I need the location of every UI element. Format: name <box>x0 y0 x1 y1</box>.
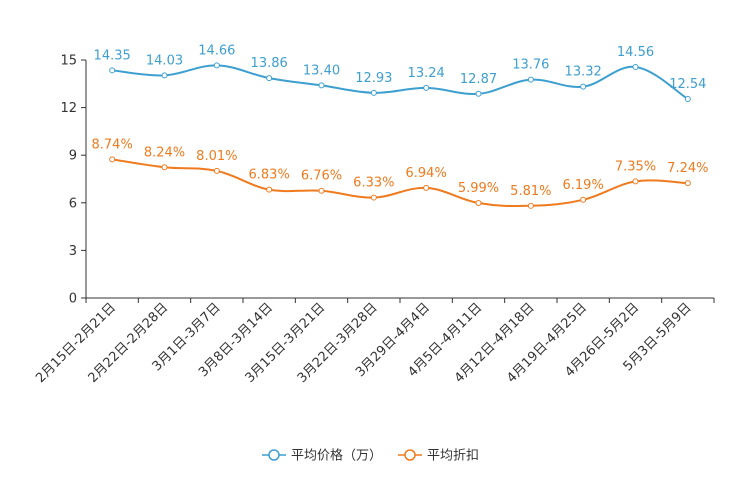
data-point <box>632 63 639 70</box>
legend-marker <box>404 449 416 461</box>
data-point <box>318 82 325 89</box>
y-tick-label: 6 <box>69 196 77 211</box>
data-label: 13.24 <box>408 66 445 81</box>
data-point <box>580 196 587 203</box>
data-labels: 14.35 14.03 14.66 13.86 13.40 12.93 13.24 12.87… <box>92 43 709 198</box>
data-point <box>684 180 691 187</box>
series-lines <box>112 64 689 208</box>
y-tick-label: 12 <box>60 101 77 116</box>
y-tick-label: 0 <box>69 292 77 307</box>
data-label: 12.54 <box>669 77 706 92</box>
data-point <box>213 62 220 69</box>
data-point <box>370 89 377 96</box>
data-label: 13.40 <box>303 63 340 78</box>
data-label: 7.35% <box>615 159 656 174</box>
data-label: 13.32 <box>565 65 602 80</box>
data-label: 14.66 <box>198 43 235 58</box>
data-label: 6.83% <box>249 168 290 183</box>
data-point <box>527 202 534 209</box>
y-tick-label: 3 <box>69 244 77 259</box>
data-label: 7.24% <box>667 161 708 176</box>
data-point <box>527 76 534 83</box>
data-label: 5.99% <box>458 181 499 196</box>
series-points <box>109 62 691 209</box>
data-label: 14.03 <box>146 53 183 68</box>
data-point <box>684 96 691 103</box>
data-label: 8.01% <box>196 149 237 164</box>
data-label: 14.56 <box>617 45 654 60</box>
legend-marker <box>268 449 280 461</box>
data-point <box>109 156 116 163</box>
series-line-1 <box>112 64 689 100</box>
data-label: 14.35 <box>94 48 131 63</box>
data-point <box>580 83 587 90</box>
series-line-2 <box>112 158 688 208</box>
y-tick-label: 9 <box>69 149 77 164</box>
data-label: 13.76 <box>512 58 549 73</box>
data-point <box>423 84 430 91</box>
data-point <box>475 199 482 206</box>
data-label: 6.19% <box>563 178 604 193</box>
data-label: 12.93 <box>355 71 392 86</box>
data-label: 6.33% <box>353 176 394 191</box>
y-tick-label: 15 <box>60 54 77 69</box>
data-point <box>423 184 430 191</box>
legend-label: 平均折扣 <box>427 449 479 464</box>
data-label: 6.94% <box>406 166 447 181</box>
data-point <box>475 90 482 97</box>
data-label: 8.24% <box>144 145 185 160</box>
data-label: 5.81% <box>510 184 551 199</box>
data-point <box>370 194 377 201</box>
data-point <box>318 187 325 194</box>
data-point <box>266 75 273 82</box>
data-point <box>213 167 220 174</box>
data-point <box>161 164 168 171</box>
chart-axes: 036912152月15日-2月21日2月22日-2月28日3月1日-3月7日3… <box>33 54 715 386</box>
data-point <box>266 186 273 193</box>
data-label: 6.76% <box>301 169 342 184</box>
data-label: 8.74% <box>92 137 133 152</box>
chart-legend: 平均价格（万） 平均折扣 <box>262 448 479 464</box>
legend-label: 平均价格（万） <box>291 448 382 464</box>
data-point <box>109 67 116 74</box>
data-point <box>632 178 639 185</box>
data-label: 13.86 <box>251 56 288 71</box>
data-label: 12.87 <box>460 72 497 87</box>
data-point <box>161 72 168 79</box>
